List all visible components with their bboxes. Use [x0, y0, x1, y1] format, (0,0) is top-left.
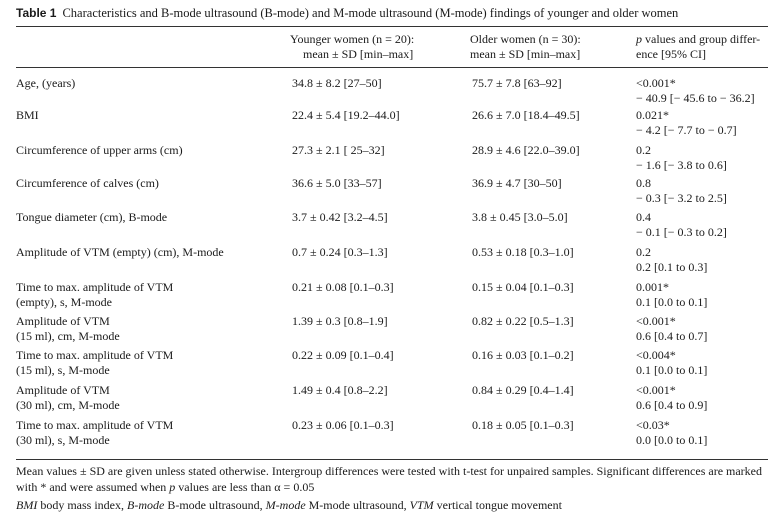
row-label: Amplitude of VTM (15 ml), cm, M-mode — [16, 314, 120, 343]
cell-younger: 27.3 ± 2.1 [ 25–32] — [292, 143, 385, 157]
cell-p-value: <0.004* 0.1 [0.0 to 0.1] — [636, 348, 708, 377]
cell-younger: 34.8 ± 8.2 [27–50] — [292, 76, 382, 90]
row-label: Age, (years) — [16, 76, 76, 90]
top-rule — [16, 26, 768, 27]
cell-p-value: 0.001* 0.1 [0.0 to 0.1] — [636, 280, 708, 309]
table-label: Table 1 — [16, 6, 57, 20]
header-older-line2: mean ± SD [min–max] — [470, 46, 581, 61]
header-p-line1: p values and group differ- — [636, 32, 761, 46]
cell-p-value: 0.021* − 4.2 [− 7.7 to − 0.7] — [636, 108, 737, 137]
header-rule — [16, 67, 768, 68]
cell-p-value: <0.03* 0.0 [0.0 to 0.1] — [636, 418, 708, 447]
row-label: Tongue diameter (cm), B-mode — [16, 210, 168, 224]
cell-older: 36.9 ± 4.7 [30–50] — [472, 176, 562, 190]
header-p: p values and group differ- ence [95% CI] — [636, 32, 760, 61]
header-older: Older women (n = 30): mean ± SD [min–max… — [470, 32, 581, 61]
bottom-rule — [16, 459, 768, 460]
cell-younger: 0.22 ± 0.09 [0.1–0.4] — [292, 348, 394, 362]
header-p-line2: ence [95% CI] — [636, 46, 706, 61]
cell-younger: 1.49 ± 0.4 [0.8–2.2] — [292, 383, 388, 397]
cell-younger: 22.4 ± 5.4 [19.2–44.0] — [292, 108, 400, 122]
row-label: Amplitude of VTM (30 ml), cm, M-mode — [16, 383, 120, 412]
header-younger-line2: mean ± SD [min–max] — [303, 46, 414, 61]
cell-older: 28.9 ± 4.6 [22.0–39.0] — [472, 143, 580, 157]
cell-older: 0.18 ± 0.05 [0.1–0.3] — [472, 418, 574, 432]
header-older-line1: Older women (n = 30): — [470, 32, 581, 46]
cell-younger: 1.39 ± 0.3 [0.8–1.9] — [292, 314, 388, 328]
cell-younger: 0.21 ± 0.08 [0.1–0.3] — [292, 280, 394, 294]
cell-older: 26.6 ± 7.0 [18.4–49.5] — [472, 108, 580, 122]
cell-older: 0.15 ± 0.04 [0.1–0.3] — [472, 280, 574, 294]
header-younger: Younger women (n = 20): mean ± SD [min–m… — [290, 32, 414, 61]
row-label: Circumference of upper arms (cm) — [16, 143, 183, 157]
cell-p-value: 0.8− 0.3 [− 3.2 to 2.5] — [636, 176, 727, 205]
cell-younger: 0.23 ± 0.06 [0.1–0.3] — [292, 418, 394, 432]
table-title: Characteristics and B-mode ultrasound (B… — [62, 6, 679, 20]
cell-younger: 0.7 ± 0.24 [0.3–1.3] — [292, 245, 388, 259]
footnote-abbreviations: BMI body mass index, B-mode B-mode ultra… — [16, 498, 562, 512]
cell-p-value: <0.001* 0.6 [0.4 to 0.9] — [636, 383, 708, 412]
cell-p-value: <0.001* − 40.9 [− 45.6 to − 36.2] — [636, 76, 755, 105]
header-younger-line1: Younger women (n = 20): — [290, 32, 415, 46]
cell-older: 0.84 ± 0.29 [0.4–1.4] — [472, 383, 574, 397]
cell-older: 0.16 ± 0.03 [0.1–0.2] — [472, 348, 574, 362]
footnote-stats: Mean values ± SD are given unless stated… — [16, 464, 763, 494]
cell-older: 3.8 ± 0.45 [3.0–5.0] — [472, 210, 568, 224]
cell-p-value: 0.4− 0.1 [− 0.3 to 0.2] — [636, 210, 727, 239]
table-caption: Table 1 Characteristics and B-mode ultras… — [16, 6, 678, 21]
row-label: Time to max. amplitude of VTM (15 ml), s,… — [16, 348, 174, 377]
cell-younger: 36.6 ± 5.0 [33–57] — [292, 176, 382, 190]
row-label: Circumference of calves (cm) — [16, 176, 159, 190]
row-label: Time to max. amplitude of VTM (empty), s,… — [16, 280, 174, 309]
cell-p-value: 0.2 0.2 [0.1 to 0.3] — [636, 245, 708, 274]
row-label: Time to max. amplitude of VTM (30 ml), s,… — [16, 418, 174, 447]
cell-younger: 3.7 ± 0.42 [3.2–4.5] — [292, 210, 388, 224]
cell-older: 0.53 ± 0.18 [0.3–1.0] — [472, 245, 574, 259]
cell-older: 75.7 ± 7.8 [63–92] — [472, 76, 562, 90]
cell-p-value: <0.001* 0.6 [0.4 to 0.7] — [636, 314, 708, 343]
row-label: BMI — [16, 108, 39, 122]
cell-older: 0.82 ± 0.22 [0.5–1.3] — [472, 314, 574, 328]
row-label: Amplitude of VTM (empty) (cm), M-mode — [16, 245, 224, 259]
cell-p-value: 0.2− 1.6 [− 3.8 to 0.6] — [636, 143, 727, 172]
